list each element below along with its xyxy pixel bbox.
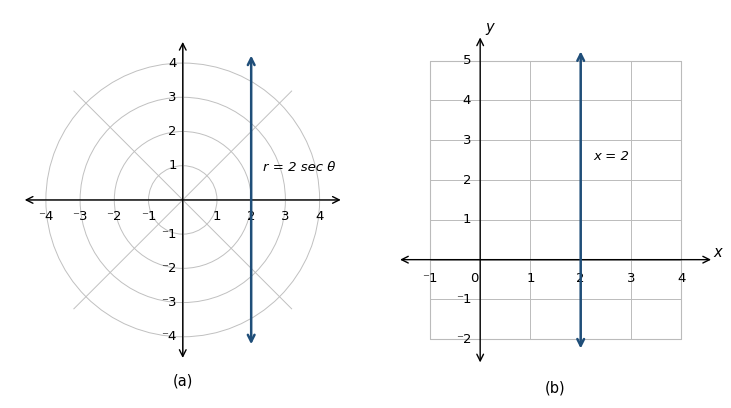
Text: 1: 1	[213, 209, 221, 222]
Text: 4: 4	[677, 273, 686, 286]
Text: 3: 3	[463, 134, 471, 147]
Text: 1: 1	[168, 159, 177, 172]
Text: 0: 0	[470, 273, 478, 286]
Text: x = 2: x = 2	[594, 150, 629, 163]
Text: y: y	[485, 20, 493, 35]
Text: 1: 1	[526, 273, 534, 286]
Text: 2: 2	[168, 125, 177, 138]
Text: 2: 2	[463, 173, 471, 186]
Text: ⁻3: ⁻3	[72, 209, 88, 222]
Text: ⁻4: ⁻4	[38, 209, 53, 222]
Text: 4: 4	[168, 57, 177, 69]
Bar	[430, 60, 681, 339]
Text: 1: 1	[463, 213, 471, 226]
Text: x: x	[714, 245, 722, 260]
Text: ⁻2: ⁻2	[161, 262, 177, 275]
Text: (a): (a)	[173, 374, 193, 388]
Text: ⁻1: ⁻1	[161, 228, 177, 241]
Text: 4: 4	[463, 94, 471, 107]
Text: 2: 2	[577, 273, 585, 286]
Text: 3: 3	[281, 209, 289, 222]
Text: ⁻2: ⁻2	[455, 333, 471, 346]
Text: (b): (b)	[545, 381, 566, 396]
Text: ⁻2: ⁻2	[107, 209, 122, 222]
Text: 5: 5	[463, 54, 471, 67]
Text: 3: 3	[626, 273, 635, 286]
Text: ⁻1: ⁻1	[455, 293, 471, 306]
Text: ⁻1: ⁻1	[423, 273, 438, 286]
Text: r = 2 sec θ: r = 2 sec θ	[263, 161, 336, 174]
Text: 4: 4	[316, 209, 324, 222]
Text: ⁻4: ⁻4	[162, 330, 177, 343]
Text: ⁻3: ⁻3	[161, 296, 177, 309]
Text: ⁻1: ⁻1	[141, 209, 156, 222]
Text: 3: 3	[168, 91, 177, 104]
Text: 2: 2	[247, 209, 255, 222]
